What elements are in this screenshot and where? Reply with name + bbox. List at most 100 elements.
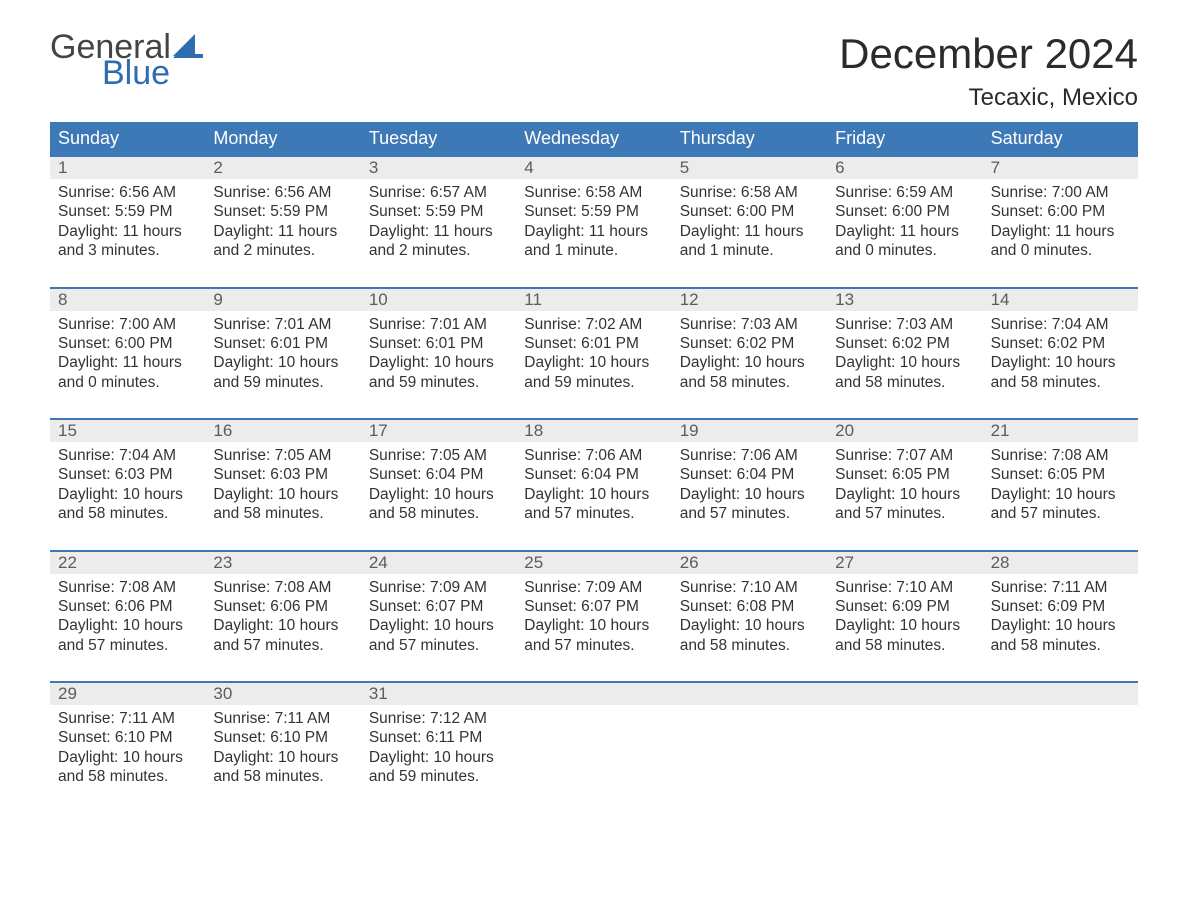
day-cell: 21Sunrise: 7:08 AMSunset: 6:05 PMDayligh… [983, 420, 1138, 530]
d2-text: and 58 minutes. [835, 636, 974, 655]
day-number: 25 [516, 552, 671, 574]
header: General Blue December 2024 Tecaxic, Mexi… [50, 30, 1138, 112]
d2-text: and 3 minutes. [58, 241, 197, 260]
sunset-text: Sunset: 6:02 PM [680, 334, 819, 353]
day-cell [983, 683, 1138, 793]
day-cell: 27Sunrise: 7:10 AMSunset: 6:09 PMDayligh… [827, 552, 982, 662]
d2-text: and 58 minutes. [58, 504, 197, 523]
d1-text: Daylight: 10 hours [524, 616, 663, 635]
day-cell: 16Sunrise: 7:05 AMSunset: 6:03 PMDayligh… [205, 420, 360, 530]
d2-text: and 57 minutes. [991, 504, 1130, 523]
sunset-text: Sunset: 6:03 PM [213, 465, 352, 484]
day-details: Sunrise: 7:07 AMSunset: 6:05 PMDaylight:… [827, 442, 982, 530]
d2-text: and 57 minutes. [213, 636, 352, 655]
day-number [516, 683, 671, 705]
day-cell: 6Sunrise: 6:59 AMSunset: 6:00 PMDaylight… [827, 157, 982, 267]
d1-text: Daylight: 11 hours [680, 222, 819, 241]
day-number: 30 [205, 683, 360, 705]
day-details: Sunrise: 7:11 AMSunset: 6:09 PMDaylight:… [983, 574, 1138, 662]
sunset-text: Sunset: 5:59 PM [524, 202, 663, 221]
week-row: 15Sunrise: 7:04 AMSunset: 6:03 PMDayligh… [50, 418, 1138, 530]
sunrise-text: Sunrise: 7:06 AM [680, 446, 819, 465]
day-details: Sunrise: 7:00 AMSunset: 6:00 PMDaylight:… [50, 311, 205, 399]
d2-text: and 57 minutes. [369, 636, 508, 655]
weekday-label: Monday [205, 122, 360, 155]
weekday-label: Saturday [983, 122, 1138, 155]
day-details: Sunrise: 7:01 AMSunset: 6:01 PMDaylight:… [361, 311, 516, 399]
day-details: Sunrise: 6:56 AMSunset: 5:59 PMDaylight:… [205, 179, 360, 267]
brand-logo: General Blue [50, 30, 203, 90]
day-details: Sunrise: 7:01 AMSunset: 6:01 PMDaylight:… [205, 311, 360, 399]
day-cell: 10Sunrise: 7:01 AMSunset: 6:01 PMDayligh… [361, 289, 516, 399]
sunrise-text: Sunrise: 7:05 AM [213, 446, 352, 465]
weekday-label: Sunday [50, 122, 205, 155]
sunrise-text: Sunrise: 7:04 AM [58, 446, 197, 465]
day-cell: 18Sunrise: 7:06 AMSunset: 6:04 PMDayligh… [516, 420, 671, 530]
d2-text: and 59 minutes. [369, 767, 508, 786]
day-number: 16 [205, 420, 360, 442]
day-number: 20 [827, 420, 982, 442]
sunset-text: Sunset: 6:03 PM [58, 465, 197, 484]
day-details: Sunrise: 7:08 AMSunset: 6:06 PMDaylight:… [50, 574, 205, 662]
sunset-text: Sunset: 6:10 PM [58, 728, 197, 747]
day-details: Sunrise: 7:05 AMSunset: 6:03 PMDaylight:… [205, 442, 360, 530]
day-number [983, 683, 1138, 705]
sunset-text: Sunset: 6:02 PM [835, 334, 974, 353]
day-number: 6 [827, 157, 982, 179]
sunrise-text: Sunrise: 7:10 AM [835, 578, 974, 597]
day-number: 26 [672, 552, 827, 574]
d1-text: Daylight: 11 hours [524, 222, 663, 241]
d2-text: and 2 minutes. [213, 241, 352, 260]
d1-text: Daylight: 10 hours [991, 353, 1130, 372]
day-cell [672, 683, 827, 793]
day-number: 4 [516, 157, 671, 179]
day-number: 8 [50, 289, 205, 311]
sunset-text: Sunset: 6:09 PM [835, 597, 974, 616]
day-details: Sunrise: 7:05 AMSunset: 6:04 PMDaylight:… [361, 442, 516, 530]
day-number: 5 [672, 157, 827, 179]
sunrise-text: Sunrise: 7:11 AM [991, 578, 1130, 597]
day-cell: 11Sunrise: 7:02 AMSunset: 6:01 PMDayligh… [516, 289, 671, 399]
d1-text: Daylight: 10 hours [369, 616, 508, 635]
sunset-text: Sunset: 6:07 PM [524, 597, 663, 616]
day-cell: 24Sunrise: 7:09 AMSunset: 6:07 PMDayligh… [361, 552, 516, 662]
day-number: 21 [983, 420, 1138, 442]
sunset-text: Sunset: 6:04 PM [680, 465, 819, 484]
d1-text: Daylight: 10 hours [991, 616, 1130, 635]
week-row: 22Sunrise: 7:08 AMSunset: 6:06 PMDayligh… [50, 550, 1138, 662]
day-details: Sunrise: 7:10 AMSunset: 6:08 PMDaylight:… [672, 574, 827, 662]
d2-text: and 58 minutes. [991, 373, 1130, 392]
sail-icon [173, 34, 203, 58]
sunset-text: Sunset: 5:59 PM [369, 202, 508, 221]
d2-text: and 1 minute. [524, 241, 663, 260]
day-cell: 19Sunrise: 7:06 AMSunset: 6:04 PMDayligh… [672, 420, 827, 530]
d2-text: and 57 minutes. [524, 504, 663, 523]
day-details: Sunrise: 7:08 AMSunset: 6:06 PMDaylight:… [205, 574, 360, 662]
sunset-text: Sunset: 6:06 PM [213, 597, 352, 616]
day-details: Sunrise: 7:11 AMSunset: 6:10 PMDaylight:… [205, 705, 360, 793]
calendar: SundayMondayTuesdayWednesdayThursdayFrid… [50, 122, 1138, 793]
d1-text: Daylight: 11 hours [58, 222, 197, 241]
day-number: 2 [205, 157, 360, 179]
day-cell: 4Sunrise: 6:58 AMSunset: 5:59 PMDaylight… [516, 157, 671, 267]
sunrise-text: Sunrise: 6:57 AM [369, 183, 508, 202]
sunset-text: Sunset: 6:10 PM [213, 728, 352, 747]
day-number: 7 [983, 157, 1138, 179]
d2-text: and 59 minutes. [213, 373, 352, 392]
d1-text: Daylight: 11 hours [369, 222, 508, 241]
d1-text: Daylight: 11 hours [58, 353, 197, 372]
day-number: 13 [827, 289, 982, 311]
day-number: 24 [361, 552, 516, 574]
day-number: 3 [361, 157, 516, 179]
sunset-text: Sunset: 6:09 PM [991, 597, 1130, 616]
day-details: Sunrise: 7:06 AMSunset: 6:04 PMDaylight:… [672, 442, 827, 530]
day-number: 11 [516, 289, 671, 311]
sunrise-text: Sunrise: 7:11 AM [213, 709, 352, 728]
day-number [827, 683, 982, 705]
sunrise-text: Sunrise: 7:09 AM [524, 578, 663, 597]
sunrise-text: Sunrise: 7:08 AM [58, 578, 197, 597]
month-title: December 2024 [839, 30, 1138, 78]
day-cell: 12Sunrise: 7:03 AMSunset: 6:02 PMDayligh… [672, 289, 827, 399]
day-number: 19 [672, 420, 827, 442]
day-number: 12 [672, 289, 827, 311]
